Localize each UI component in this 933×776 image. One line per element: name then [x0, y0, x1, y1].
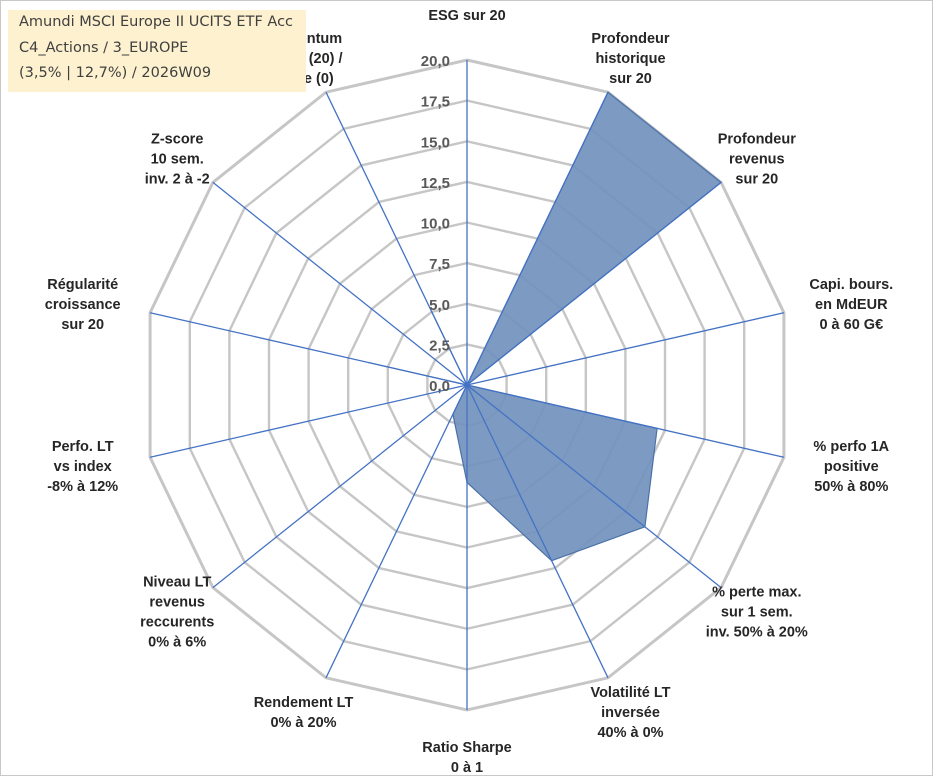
axis-spoke — [466, 312, 785, 386]
axis-spoke — [212, 384, 468, 589]
category-label: % perte max. — [712, 584, 801, 600]
category-label: Z-score — [151, 132, 203, 148]
axis-spoke — [325, 384, 468, 679]
axis-spoke — [466, 181, 722, 386]
category-label: Volatilité LT — [590, 685, 670, 701]
category-label: Capi. bours. — [809, 277, 893, 293]
data-area — [368, 91, 723, 562]
category-label: Perfo. LT — [52, 439, 114, 455]
category-label: Profondeur — [591, 31, 669, 47]
radial-tick-label: 0,0 — [429, 378, 450, 395]
radial-tick-label: 2,5 — [429, 337, 450, 354]
chart-title-line-1: Amundi MSCI Europe II UCITS ETF Acc — [19, 14, 294, 30]
category-label: sur 20 — [735, 172, 778, 188]
axis-spoke — [212, 181, 468, 386]
category-label: -8% à 12% — [47, 479, 118, 495]
radial-tick-label: 5,0 — [429, 297, 450, 314]
category-label: Niveau LT — [143, 574, 211, 590]
chart-title-box: Amundi MSCI Europe II UCITS ETF Acc C4_A… — [8, 10, 306, 92]
category-label: inv. 50% à 20% — [706, 624, 808, 640]
category-label: 0% à 6% — [148, 634, 206, 650]
category-label: 0% à 20% — [270, 715, 336, 731]
radial-tick-label: 17,5 — [421, 94, 450, 111]
axis-spoke — [466, 384, 609, 679]
chart-title-line-3: (3,5% | 12,7%) / 2026W09 — [19, 65, 212, 81]
chart-title-line-2: C4_Actions / 3_EUROPE — [19, 40, 189, 56]
category-label: en MdEUR — [815, 297, 888, 313]
category-label: Note — [451, 0, 483, 4]
category-label: inversée — [601, 705, 660, 721]
category-label: Profondeur — [718, 132, 796, 148]
category-label: revenus — [149, 594, 205, 610]
category-label: reccurents — [140, 614, 214, 630]
category-label: ESG sur 20 — [428, 8, 505, 24]
axis-spoke — [466, 384, 785, 458]
category-label: 10 sem. — [151, 152, 204, 168]
category-label: croissance — [45, 297, 121, 313]
radial-tick-label: 15,0 — [421, 134, 450, 151]
category-label: 0 à 60 G€ — [819, 317, 883, 333]
category-label: sur 20 — [609, 71, 652, 87]
radial-tick-label: 20,0 — [421, 53, 450, 70]
radial-tick-label: 7,5 — [429, 256, 450, 273]
axis-spoke — [149, 384, 468, 458]
category-label: positive — [824, 459, 879, 475]
category-label: 0 à 1 — [451, 760, 483, 776]
radial-tick-label: 12,5 — [421, 175, 450, 192]
category-label: revenus — [729, 152, 785, 168]
category-label: vs index — [54, 459, 112, 475]
category-label: sur 20 — [61, 317, 104, 333]
category-label: historique — [595, 51, 665, 67]
axis-spoke — [149, 312, 468, 386]
category-label: 40% à 0% — [597, 725, 663, 741]
category-label: Ratio Sharpe — [422, 740, 511, 756]
category-label: inv. 2 à -2 — [145, 172, 210, 188]
category-label: % perfo 1A — [813, 439, 889, 455]
category-label: Régularité — [47, 277, 118, 293]
category-label: sur 1 sem. — [721, 604, 793, 620]
axis-spoke — [466, 91, 609, 386]
axis-spoke — [325, 91, 468, 386]
radial-tick-label: 10,0 — [421, 216, 450, 233]
category-label: Rendement LT — [254, 695, 354, 711]
category-label: 50% à 80% — [814, 479, 888, 495]
axis-spoke — [466, 384, 722, 589]
